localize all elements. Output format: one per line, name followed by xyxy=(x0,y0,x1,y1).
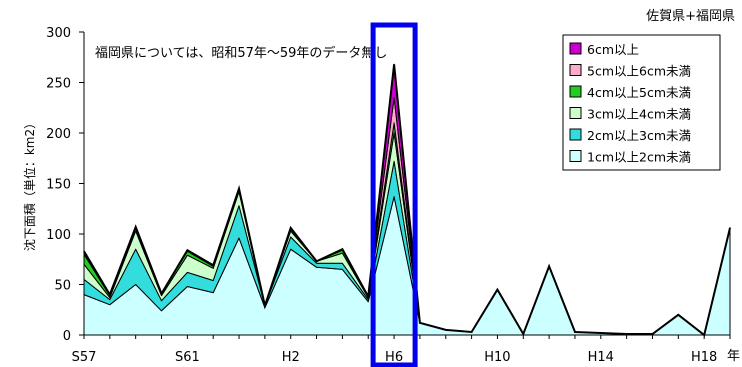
highlight-box xyxy=(370,22,418,367)
legend-label: 6cm以上 xyxy=(587,42,639,57)
stacked-areas xyxy=(83,63,731,337)
x-axis-ticks: S57 S61 H2 H6 H10 H14 H18 xyxy=(72,335,731,365)
annotation-note: 福岡県については、昭和57年～59年のデータ無し xyxy=(95,45,387,61)
legend-label: 1cm以上2cm未満 xyxy=(587,150,691,165)
legend-swatch xyxy=(569,150,582,162)
x-tick-label: H2 xyxy=(282,350,300,365)
legend-label: 5cm以上6cm未満 xyxy=(587,64,691,79)
legend-label: 2cm以上3cm未満 xyxy=(587,128,691,143)
legend-box xyxy=(562,34,721,171)
y-tick-label: 200 xyxy=(46,127,71,142)
x-tick-label: H10 xyxy=(484,350,510,365)
y-axis-ticks: 0 50 100 150 200 250 300 xyxy=(46,26,84,344)
x-tick-label: H18 xyxy=(691,350,717,365)
legend-label: 3cm以上4cm未満 xyxy=(587,107,691,122)
y-tick-label: 0 xyxy=(63,329,71,344)
x-axis-title: 年 xyxy=(727,349,740,364)
legend-swatch xyxy=(569,64,582,76)
region-title: 佐賀県+福岡県 xyxy=(646,9,735,24)
y-axis-title: 沈下面積（単位：km2） xyxy=(22,117,37,251)
legend-label: 4cm以上5cm未満 xyxy=(587,85,691,100)
legend-swatch xyxy=(569,128,582,141)
y-tick-label: 100 xyxy=(46,228,71,243)
legend: 6cm以上 5cm以上6cm未満 4cm以上5cm未満 3cm以上4cm未満 2cm以上… xyxy=(562,34,721,171)
y-tick-label: 300 xyxy=(46,26,71,41)
total-outline xyxy=(83,64,731,337)
x-tick-label: S57 xyxy=(72,350,97,365)
y-tick-label: 250 xyxy=(46,77,71,92)
x-tick-label: H6 xyxy=(385,350,403,365)
x-tick-label: S61 xyxy=(175,350,200,365)
legend-swatch xyxy=(569,42,582,55)
legend-swatch xyxy=(569,85,582,98)
x-tick-label: H14 xyxy=(588,350,614,365)
y-tick-label: 150 xyxy=(46,178,71,193)
y-tick-label: 50 xyxy=(54,279,71,294)
legend-swatch xyxy=(569,107,582,119)
